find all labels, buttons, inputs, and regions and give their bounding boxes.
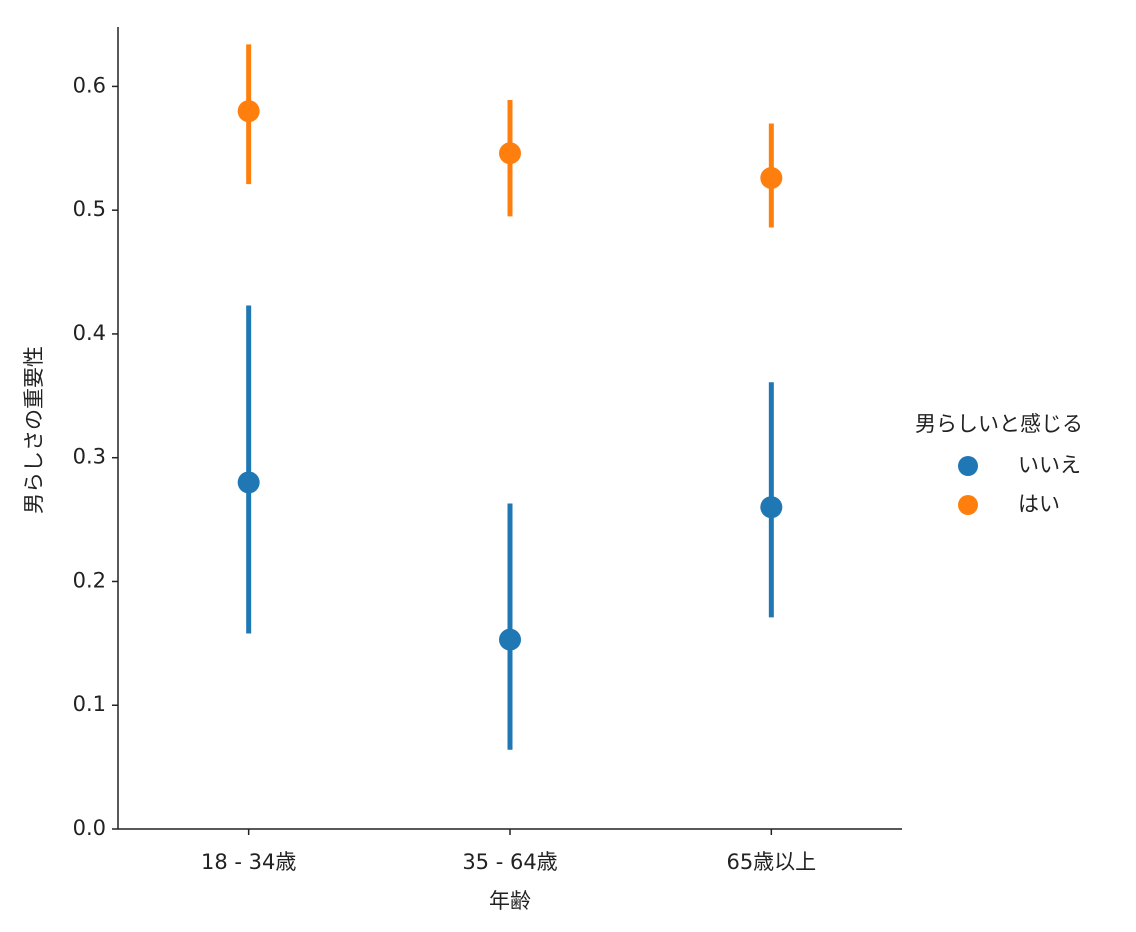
legend-label: いいえ — [1018, 453, 1081, 477]
point — [237, 471, 260, 494]
point — [499, 142, 521, 165]
y-tick-label: 0.1 — [73, 692, 106, 716]
point — [760, 496, 783, 519]
point — [499, 628, 521, 651]
y-tick-label: 0.4 — [73, 321, 106, 345]
y-axis-label: 男らしさの重要性 — [22, 346, 46, 514]
y-tick-label: 0.0 — [73, 816, 106, 840]
point — [760, 166, 783, 189]
point — [237, 100, 260, 123]
y-tick-label: 0.3 — [73, 445, 106, 469]
legend-title: 男らしいと感じる — [915, 412, 1083, 436]
x-tick-label: 18 - 34歳 — [201, 850, 296, 874]
x-tick-label: 35 - 64歳 — [462, 850, 557, 874]
x-axis-label: 年齢 — [489, 889, 531, 913]
y-tick-label: 0.5 — [73, 197, 106, 221]
legend-marker — [958, 495, 978, 515]
y-tick-label: 0.6 — [73, 73, 106, 97]
x-tick-label: 65歳以上 — [726, 850, 816, 874]
y-tick-label: 0.2 — [73, 568, 106, 592]
legend-marker — [958, 456, 978, 476]
legend-label: はい — [1018, 492, 1060, 516]
